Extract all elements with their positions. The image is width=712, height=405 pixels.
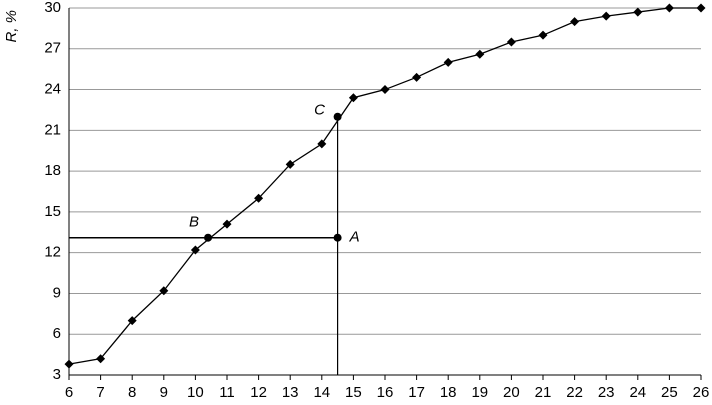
x-tick-label: 26 [693,384,710,401]
point-label: A [349,229,360,246]
x-tick-label: 20 [503,384,520,401]
x-tick-label: 24 [629,384,646,401]
y-tick-label: 6 [53,325,61,342]
marker [190,245,200,255]
marker [380,85,390,95]
y-tick-label: 18 [44,162,61,179]
x-tick-label: 18 [440,384,457,401]
marker [570,17,580,27]
point [204,233,213,242]
y-tick-label: 3 [53,366,61,383]
x-tick-label: 19 [471,384,488,401]
y-tick-label: 24 [44,81,61,98]
marker [96,354,106,364]
y-tick-label: 9 [53,284,61,301]
y-tick-label: 27 [44,40,61,57]
point [333,233,342,242]
x-tick-label: 17 [408,384,425,401]
x-tick-label: 16 [377,384,394,401]
marker [317,139,327,149]
marker [506,37,516,47]
y-axis-label: R, % [3,10,20,43]
x-tick-label: 11 [219,384,235,401]
x-tick-label: 6 [65,384,73,401]
marker [696,3,706,13]
marker [664,3,674,13]
marker [254,193,264,203]
y-tick-label: 15 [44,203,61,220]
marker [127,316,137,326]
x-tick-label: 14 [313,384,330,401]
y-tick-label: 12 [44,244,61,261]
x-tick-label: 22 [566,384,583,401]
marker [285,159,295,169]
point-label: B [189,214,199,231]
x-tick-label: 12 [250,384,267,401]
marker [475,49,485,59]
y-tick-label: 21 [44,121,61,138]
x-tick-label: 8 [128,384,136,401]
x-tick-label: 23 [598,384,615,401]
x-tick-label: 25 [661,384,678,401]
marker [412,72,422,82]
y-tick-label: 30 [44,0,61,16]
marker [222,219,232,229]
x-tick-label: 21 [535,384,552,401]
x-tick-label: 15 [345,384,362,401]
marker [159,286,169,296]
x-tick-label: 9 [160,384,168,401]
marker [601,11,611,21]
marker [538,30,548,40]
x-tick-label: 7 [96,384,104,401]
marker [348,93,358,103]
x-tick-label: 13 [282,384,299,401]
data-line [68,7,701,365]
marker [443,57,453,67]
point-label: C [314,102,325,119]
marker [633,7,643,17]
marker [64,359,74,369]
point [333,112,342,121]
x-tick-label: 10 [187,384,204,401]
